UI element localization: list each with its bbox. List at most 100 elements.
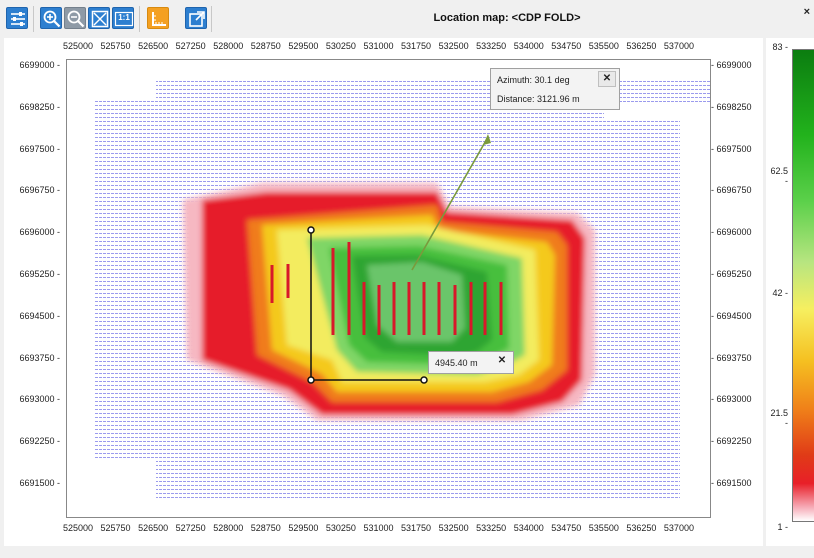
x-tick-label: 534000 (513, 41, 544, 51)
one-to-one-label: 1:1 (118, 13, 130, 22)
toolbar-separator (211, 6, 212, 32)
window-title: Location map: <CDP FOLD> (433, 12, 581, 24)
x-tick-label: 536250 (626, 523, 657, 533)
y-tick-label: 6696750 - (19, 185, 60, 196)
source-lines (270, 242, 503, 335)
azimuth-value: 30.1 (534, 75, 553, 85)
azimuth-popup-close-button[interactable]: ✕ (598, 71, 616, 87)
y-tick-label: - 6696000 (711, 227, 752, 238)
ruler-icon (152, 12, 166, 26)
x-tick-label: 535500 (588, 41, 619, 51)
x-tick-label: 534750 (551, 523, 582, 533)
x-tick-label: 528750 (250, 523, 281, 533)
x-tick-label: 528750 (250, 41, 281, 51)
y-tick-label: 6693000 - (19, 394, 60, 405)
colorbar-tick-label: 1 - (777, 522, 788, 532)
sliders-icon (11, 12, 25, 26)
toolbar: 1:1 Location map: <CDP FOLD> × (0, 0, 814, 38)
y-tick-label: 6691500 - (19, 478, 60, 488)
x-tick-label: 536250 (626, 41, 657, 51)
x-tick-label: 535500 (588, 523, 619, 533)
x-tick-label: 531750 (401, 41, 432, 51)
x-tick-label: 533250 (476, 41, 507, 51)
measure-value: 4945.40 (435, 358, 468, 368)
y-tick-label: - 6691500 (711, 478, 752, 488)
settings-button[interactable] (6, 7, 28, 29)
fit-extent-icon (91, 10, 109, 28)
toolbar-separator (33, 6, 34, 32)
cdp-fold-map[interactable] (67, 60, 711, 518)
measure-unit: m (470, 358, 478, 368)
toolbar-separator (139, 6, 140, 32)
colorbar-tick-label: 42 - (772, 288, 788, 298)
colorbar-tick-label: 21.5 - (770, 408, 788, 428)
x-tick-label: 532500 (438, 41, 469, 51)
x-tick-label: 525750 (100, 41, 131, 51)
colorbar-tick-label: 83 - (772, 42, 788, 52)
distance-label: Distance: (497, 94, 535, 104)
x-tick-label: 530250 (325, 523, 356, 533)
y-tick-label: 6699000 - (19, 60, 60, 70)
y-tick-label: 6697500 - (19, 143, 60, 154)
y-tick-label: - 6697500 (711, 143, 752, 154)
colorbar (792, 49, 814, 522)
y-tick-label: - 6699000 (711, 60, 752, 70)
x-tick-label: 531000 (363, 523, 394, 533)
zoom-in-icon (43, 10, 61, 28)
x-tick-label: 534000 (513, 523, 544, 533)
colorbar-tick-label: 62.5 - (770, 166, 788, 186)
x-tick-label: 529500 (288, 523, 319, 533)
x-tick-label: 525000 (62, 523, 94, 533)
x-tick-label: 526500 (138, 41, 169, 51)
y-tick-label: - 6693000 (711, 394, 752, 405)
x-tick-label: 525000 (62, 41, 94, 51)
map-panel: 525000 525750 526500 527250 528000 528750 5295… (4, 38, 763, 546)
azimuth-arrow (411, 134, 491, 271)
measure-button[interactable] (147, 7, 169, 29)
y-tick-label: - 6695250 (711, 269, 752, 279)
y-tick-label: 6694500 - (19, 310, 60, 321)
map-plot-area[interactable] (66, 59, 711, 518)
distance-value: 3121.96 (537, 94, 570, 104)
x-tick-label: 530250 (325, 41, 356, 51)
close-button[interactable]: × (803, 6, 810, 18)
x-tick-label: 526500 (138, 523, 169, 533)
y-tick-label: 6696000 - (19, 227, 60, 238)
export-button[interactable] (185, 7, 207, 29)
y-tick-label: - 6692250 (711, 436, 752, 447)
measure-popup: 4945.40 m ✕ (428, 351, 514, 374)
x-tick-label: 528000 (213, 523, 244, 533)
x-tick-label: 531750 (401, 523, 432, 533)
x-tick-label: 527250 (175, 41, 206, 51)
distance-measure-tool[interactable] (307, 226, 428, 384)
x-tick-label: 525750 (100, 523, 131, 533)
x-tick-label: 537000 (663, 523, 694, 533)
y-tick-label: - 6698250 (711, 101, 752, 112)
distance-unit: m (572, 94, 580, 104)
y-tick-label: - 6694500 (711, 310, 752, 321)
y-tick-label: 6693750 - (19, 352, 60, 363)
y-tick-label: - 6693750 (711, 352, 752, 363)
x-tick-label: 533250 (476, 523, 507, 533)
measure-popup-close-button[interactable]: ✕ (497, 355, 507, 366)
y-tick-label: 6692250 - (19, 436, 60, 447)
zoom-in-button[interactable] (40, 7, 62, 29)
azimuth-label: Azimuth: (497, 75, 533, 85)
x-tick-label: 529500 (288, 41, 319, 51)
one-to-one-icon (114, 11, 134, 27)
colorbar-panel: 83 - 62.5 - 42 - 21.5 - 1 - (766, 38, 814, 546)
x-tick-label: 531000 (363, 41, 394, 51)
zoom-1to1-button[interactable]: 1:1 (112, 7, 134, 29)
zoom-out-icon (67, 10, 85, 28)
zoom-out-button[interactable] (64, 7, 86, 29)
x-tick-label: 527250 (175, 523, 206, 533)
y-tick-label: 6695250 - (19, 269, 60, 279)
zoom-fit-button[interactable] (88, 7, 110, 29)
x-tick-label: 534750 (551, 41, 582, 51)
open-external-icon (189, 11, 205, 27)
azimuth-unit: deg (554, 75, 570, 85)
x-tick-label: 532500 (438, 523, 469, 533)
y-tick-label: - 6696750 (711, 185, 752, 196)
azimuth-popup: Azimuth: 30.1 deg Distance: 3121.96 m ✕ (490, 68, 620, 110)
x-tick-label: 528000 (213, 41, 244, 51)
